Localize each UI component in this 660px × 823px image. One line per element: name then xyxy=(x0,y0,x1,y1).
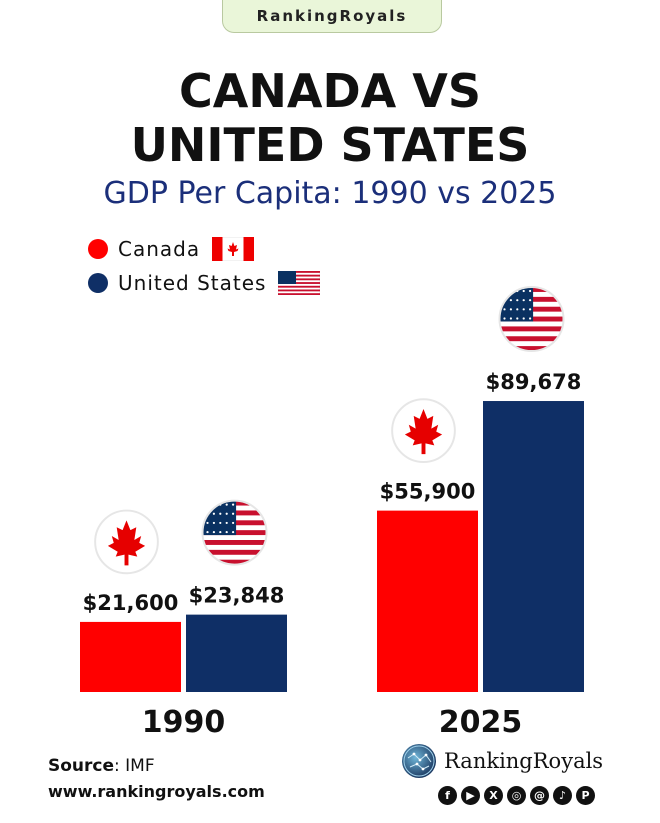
bar-united-states-2025 xyxy=(483,401,584,692)
legend-item-canada: Canada xyxy=(88,236,255,262)
data-label-united-states-1990: $23,848 xyxy=(189,584,285,608)
bar-canada-2025 xyxy=(377,510,478,692)
bar-united-states-1990 xyxy=(186,614,287,692)
threads-icon[interactable]: @ xyxy=(530,786,549,805)
brand-logo-block: RankingRoyals xyxy=(402,743,603,779)
social-icons: f ▶ X ◎ @ ♪ P xyxy=(438,786,595,805)
facebook-icon[interactable]: f xyxy=(438,786,457,805)
legend-label-canada: Canada xyxy=(118,237,201,261)
bar-canada-1990 xyxy=(80,621,181,692)
page-title-line2: UNITED STATES xyxy=(130,118,530,172)
pinterest-icon[interactable]: P xyxy=(576,786,595,805)
data-label-canada-2025: $55,900 xyxy=(380,480,476,504)
source-label: Source xyxy=(48,756,115,776)
data-label-canada-1990: $21,600 xyxy=(83,591,179,615)
legend-dot-united-states xyxy=(88,273,108,293)
data-label-united-states-2025: $89,678 xyxy=(486,370,582,394)
canada-flag-icon xyxy=(391,398,456,463)
tiktok-icon[interactable]: ♪ xyxy=(553,786,572,805)
legend-dot-canada xyxy=(88,239,108,259)
us-flag-icon xyxy=(201,499,268,566)
canada-flag-icon xyxy=(94,509,159,575)
canada-flag-icon xyxy=(212,237,255,261)
source-line: Source: IMF xyxy=(48,756,155,776)
globe-logo-icon xyxy=(402,744,436,778)
youtube-icon[interactable]: ▶ xyxy=(461,786,480,805)
us-flag-icon xyxy=(498,286,565,353)
page-title-line1: CANADA VS xyxy=(179,64,481,118)
website-link[interactable]: www.rankingroyals.com xyxy=(48,782,265,801)
x-tick-label-1990: 1990 xyxy=(142,705,226,740)
legend-label-united-states: United States xyxy=(118,271,267,295)
legend-item-united-states: United States xyxy=(88,270,321,296)
brand-badge: RankingRoyals xyxy=(222,0,442,33)
chart-subtitle: GDP Per Capita: 1990 vs 2025 xyxy=(103,176,557,211)
x-icon[interactable]: X xyxy=(484,786,503,805)
us-flag-icon xyxy=(278,271,321,295)
source-value: : IMF xyxy=(114,756,155,776)
x-tick-label-2025: 2025 xyxy=(439,705,523,740)
brand-name: RankingRoyals xyxy=(444,749,604,773)
instagram-icon[interactable]: ◎ xyxy=(507,786,526,805)
